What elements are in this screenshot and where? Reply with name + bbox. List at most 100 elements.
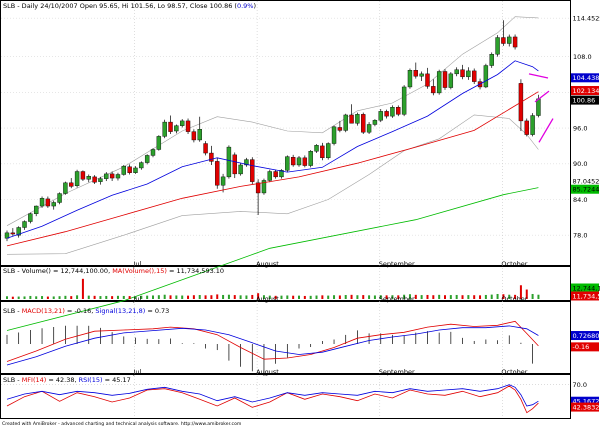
indicator-title: SLB - MFI(14) = 42.38, RSI(15) = 45.17 (3, 376, 131, 384)
indicator-level-tag: 70.0 (573, 381, 587, 389)
volume-bar (187, 295, 190, 299)
volume-bar (525, 289, 528, 299)
macd-panel (0, 301, 571, 374)
volume-bar (309, 295, 312, 299)
macd-month-label: October (501, 368, 527, 376)
candle-body (472, 70, 477, 82)
candle-body (92, 176, 97, 183)
candle-body (507, 36, 512, 44)
bollinger-upper-line (6, 16, 539, 226)
volume-bar (298, 295, 300, 299)
volume-bar (58, 296, 61, 299)
candle-body (448, 73, 454, 88)
candle-body (361, 114, 366, 133)
candle-body (314, 145, 319, 152)
volume-bar (64, 295, 67, 299)
macd-month-label: Jul (132, 368, 141, 376)
rsi-tag-box (571, 396, 599, 406)
volume-bar (239, 295, 242, 299)
candle-body (168, 121, 173, 132)
volume-bar (251, 294, 254, 299)
macd-title-macd-label: MACD(13,21) (22, 307, 65, 315)
indicator-panel (0, 374, 571, 419)
price-tag-band: 87.0452 (573, 178, 600, 186)
candle-body (436, 71, 442, 94)
candle-body (454, 69, 459, 75)
candle-body (396, 107, 401, 115)
volume-bar (41, 296, 44, 299)
volume-tag: 12,744,100 (573, 284, 600, 292)
candle-body (121, 165, 127, 175)
price-tick-label: 96.0 (573, 124, 587, 132)
month-label: September (379, 260, 415, 268)
volume-bar (368, 295, 371, 299)
volume-bar (76, 295, 79, 299)
volume-bar (29, 295, 32, 299)
candle-body (16, 227, 21, 236)
volume-bar (128, 296, 131, 299)
candle-body (133, 167, 138, 173)
price-tag-medium-ma: 102.134 (573, 87, 600, 95)
candle-body (39, 198, 45, 207)
month-label: August (256, 260, 279, 268)
candle-body (390, 107, 395, 117)
candle-body (10, 232, 16, 235)
price-title-main: SLB - Daily 24/10/2007 Open 95.65, Hi 10… (3, 2, 237, 10)
volume-tag-box (571, 283, 599, 293)
candle-body (127, 166, 132, 173)
price-tag-band-box (571, 176, 599, 186)
price-tag-long-ma: 85.7244 (573, 186, 600, 194)
price-tag-high-box (571, 13, 599, 23)
volume-bar (449, 295, 452, 299)
volume-bar (268, 295, 271, 299)
volume-bar (514, 294, 517, 299)
candle-body (290, 157, 296, 166)
volume-bar (192, 295, 195, 299)
volume-bar (438, 294, 441, 299)
candle-body (442, 71, 448, 88)
price-panel (0, 0, 571, 266)
candle-body (483, 65, 489, 88)
volume-bar (245, 295, 248, 299)
volume-bar (455, 294, 458, 299)
candle-body (244, 159, 249, 166)
candle-body (226, 146, 232, 178)
candle-body (466, 70, 471, 78)
volume-bar (157, 295, 160, 299)
volume-month-label: Jul (132, 295, 141, 303)
volume-bar (11, 296, 14, 299)
price-tick-label: 84.0 (573, 196, 587, 204)
candle-body (162, 121, 167, 137)
volume-title-ma-label: MA(Volume(),15) (112, 267, 167, 275)
volume-bar (292, 295, 295, 299)
volume-bar (303, 295, 306, 299)
macd-title-signal-label: Signal(13,21,8) (95, 307, 145, 315)
volume-bar (70, 296, 73, 299)
price-tick-label: 78.0 (573, 232, 587, 240)
candle-body (401, 86, 407, 115)
candle-body (156, 136, 162, 150)
candle-body (343, 114, 348, 131)
volume-bar (93, 295, 96, 299)
candle-body (104, 173, 109, 179)
short-ma-line (6, 60, 539, 239)
price-tag-close-box (571, 95, 599, 105)
indicator-title-rsi-value: = 45.17 (103, 376, 131, 384)
candle-body (530, 115, 535, 135)
volume-bar (257, 293, 260, 299)
macd-signal-tag-box (571, 331, 599, 341)
macd-value-tag: -0.16 (573, 343, 590, 351)
volume-bar (286, 295, 289, 299)
candle-body (28, 213, 33, 222)
candle-body (355, 114, 360, 124)
candle-body (115, 174, 121, 179)
volume-bar (362, 295, 365, 299)
candle-body (238, 164, 243, 175)
long-ma-line (6, 187, 539, 331)
candle-body (308, 151, 313, 166)
price-tag-close: 100.86 (573, 96, 596, 104)
volume-bar (52, 296, 55, 299)
volume-bar (432, 295, 435, 299)
volume-bar (280, 295, 283, 299)
candle-body (331, 126, 337, 144)
